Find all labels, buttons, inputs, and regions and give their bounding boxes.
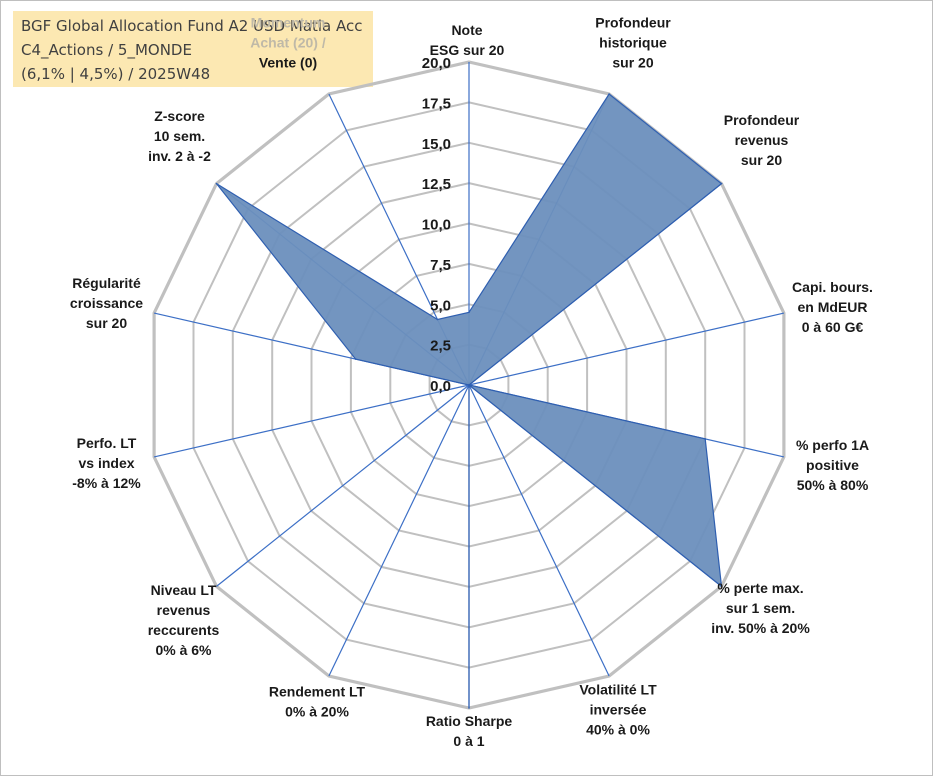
axis-label: Momentum — [251, 15, 326, 31]
data-point — [720, 585, 723, 588]
axis-label: 0 à 1 — [453, 733, 484, 749]
tick-label: 5,0 — [430, 297, 451, 314]
axis-label: Régularité — [72, 275, 141, 291]
axis-label: % perte max. — [717, 580, 803, 596]
axis-label: Volatilité LT — [579, 681, 657, 697]
axis-label: Profondeur — [595, 15, 671, 31]
axis-label: reccurents — [148, 622, 220, 638]
axis-label: Vente (0) — [259, 55, 317, 71]
fund-category: C4_Actions / 5_MONDE — [21, 41, 192, 59]
axis-spoke — [153, 384, 470, 458]
tick-label: 0,0 — [430, 378, 451, 395]
data-point — [704, 438, 706, 440]
axis-spoke — [328, 384, 470, 677]
axis-label: Niveau LT — [151, 582, 217, 598]
axis-label: Capi. bours. — [792, 279, 873, 295]
axis-label: vs index — [78, 455, 134, 471]
axis-label: Profondeur — [724, 112, 800, 128]
data-point — [608, 93, 610, 95]
fund-info-box: BGF Global Allocation Fund A2 USD Matla … — [13, 11, 373, 87]
axis-label: inv. 2 à -2 — [148, 148, 211, 164]
axis-label: % perfo 1A — [796, 437, 869, 453]
data-point — [468, 384, 470, 386]
axis-label: historique — [599, 35, 667, 51]
fund-name: BGF Global Allocation Fund A2 USD Matla … — [21, 17, 363, 35]
axis-label: inv. 50% à 20% — [711, 620, 810, 636]
fund-stats: (6,1% | 4,5%) / 2025W48 — [21, 65, 211, 83]
axis-spoke — [468, 312, 785, 386]
axis-label: Ratio Sharpe — [426, 713, 513, 729]
data-point — [468, 311, 470, 314]
axis-label: ESG sur 20 — [430, 42, 505, 58]
axis-label: -8% à 12% — [72, 475, 141, 491]
axis-label: 0% à 20% — [285, 703, 349, 719]
tick-label: 12,5 — [422, 176, 451, 193]
tick-label: 7,5 — [430, 257, 451, 274]
data-point — [468, 707, 470, 709]
axis-label: revenus — [735, 132, 789, 148]
axis-label: Z-score — [154, 108, 205, 124]
axis-label: croissance — [70, 295, 143, 311]
axis-label: en MdEUR — [798, 299, 868, 315]
axis-label: Perfo. LT — [77, 435, 137, 451]
tick-label: 2,5 — [430, 338, 451, 355]
tick-label: 10,0 — [422, 217, 451, 234]
axis-label: 50% à 80% — [797, 477, 869, 493]
axis-label: Note — [451, 22, 482, 38]
axis-spoke — [216, 384, 470, 587]
axis-label: Achat (20) / — [250, 35, 326, 51]
data-point — [720, 182, 723, 185]
data-point — [436, 318, 439, 321]
axis-label: Rendement LT — [269, 683, 366, 699]
tick-label: 20,0 — [422, 55, 451, 72]
axis-label: 40% à 0% — [586, 721, 650, 737]
axis-label: 0 à 60 G€ — [802, 319, 864, 335]
axis-label: inversée — [590, 701, 647, 717]
axis-label: 0% à 6% — [155, 642, 212, 658]
axis-label: sur 20 — [612, 55, 653, 71]
axis-label: sur 20 — [741, 152, 782, 168]
axis-spoke — [468, 384, 610, 677]
axis-label: revenus — [157, 602, 211, 618]
axis-label: positive — [806, 457, 859, 473]
data-point — [354, 358, 357, 360]
axis-label: 10 sem. — [154, 128, 205, 144]
axis-label: sur 1 sem. — [726, 600, 795, 616]
tick-label: 17,5 — [422, 95, 451, 112]
data-point — [215, 182, 218, 185]
tick-label: 15,0 — [422, 136, 451, 153]
axis-label: sur 20 — [86, 315, 127, 331]
